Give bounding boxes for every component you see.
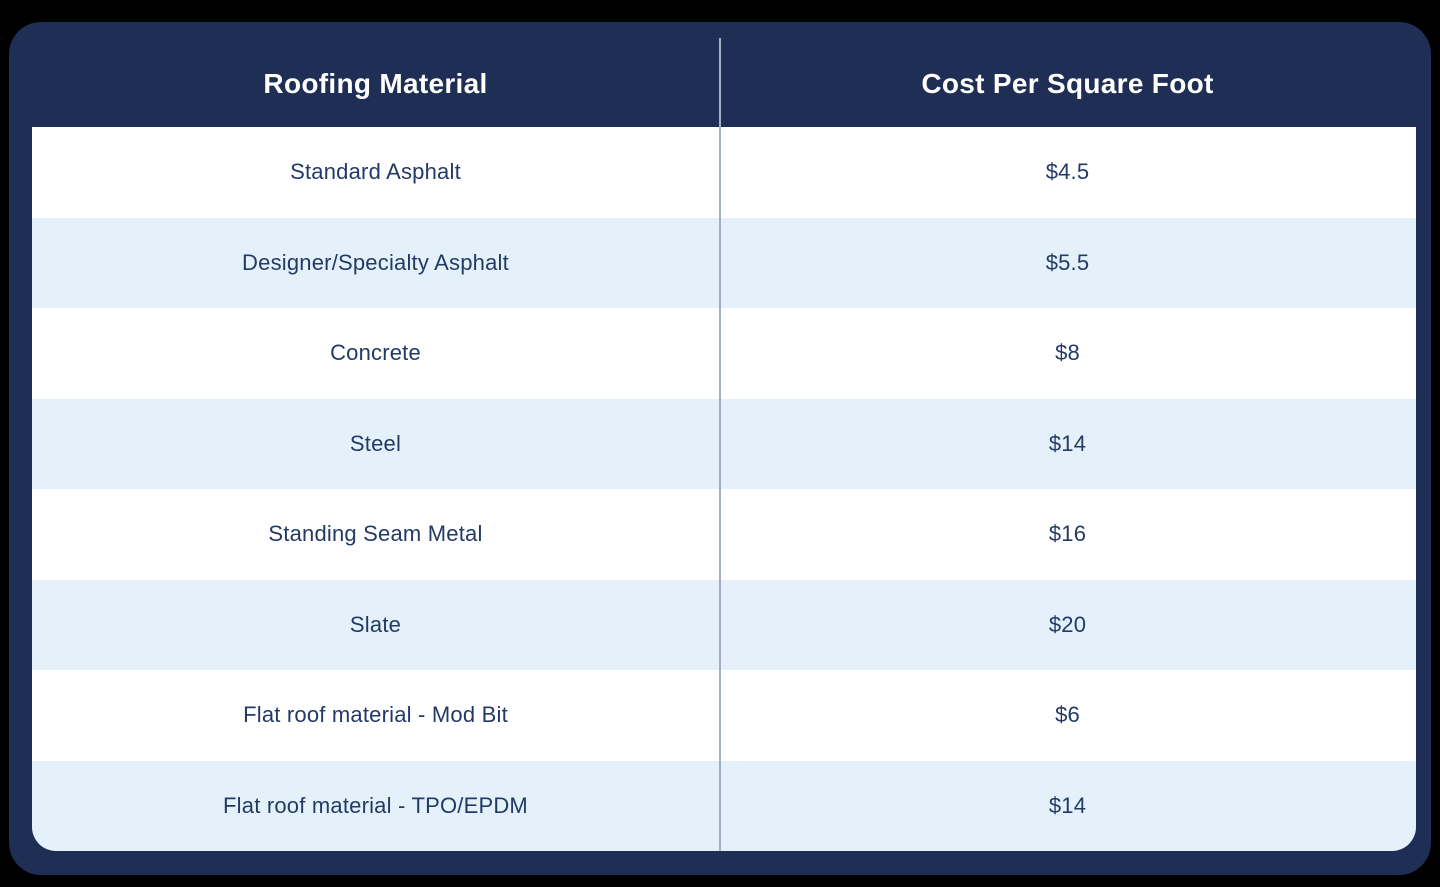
cost-cell: $5.5	[1045, 249, 1090, 275]
cost-cell: $20	[1048, 611, 1087, 637]
cost-cell: $8	[1055, 340, 1080, 366]
table-row: Designer/Specialty Asphalt $5.5	[32, 217, 1416, 308]
table-row: Concrete $8	[32, 308, 1416, 399]
column-divider-line	[719, 38, 721, 851]
header-roofing-material: Roofing Material	[263, 67, 488, 99]
cost-cell: $14	[1048, 792, 1087, 818]
material-cell: Slate	[349, 611, 402, 637]
table-row: Flat roof material - TPO/EPDM $14	[32, 760, 1416, 851]
material-cell: Designer/Specialty Asphalt	[242, 249, 509, 275]
table-row: Standard Asphalt $4.5	[32, 127, 1416, 218]
material-cell: Flat roof material - Mod Bit	[243, 702, 508, 728]
table-row: Steel $14	[32, 398, 1416, 489]
table-row: Slate $20	[32, 579, 1416, 670]
header-cost-per-square-foot: Cost Per Square Foot	[921, 67, 1214, 99]
material-cell: Flat roof material - TPO/EPDM	[223, 792, 528, 818]
cost-cell: $4.5	[1045, 159, 1090, 185]
cost-cell: $16	[1048, 521, 1087, 547]
material-cell: Concrete	[330, 340, 421, 366]
table-row: Standing Seam Metal $16	[32, 489, 1416, 580]
pricing-table-card: Roofing Material Cost Per Square Foot St…	[9, 22, 1431, 875]
table-row: Flat roof material - Mod Bit $6	[32, 670, 1416, 761]
table-header-row: Roofing Material Cost Per Square Foot	[32, 22, 1416, 127]
cost-cell: $6	[1055, 702, 1080, 728]
material-cell: Standing Seam Metal	[268, 521, 483, 547]
material-cell: Standard Asphalt	[290, 159, 461, 185]
table-body: Standard Asphalt $4.5 Designer/Specialty…	[32, 127, 1416, 851]
material-cell: Steel	[349, 430, 402, 456]
cost-cell: $14	[1048, 430, 1087, 456]
